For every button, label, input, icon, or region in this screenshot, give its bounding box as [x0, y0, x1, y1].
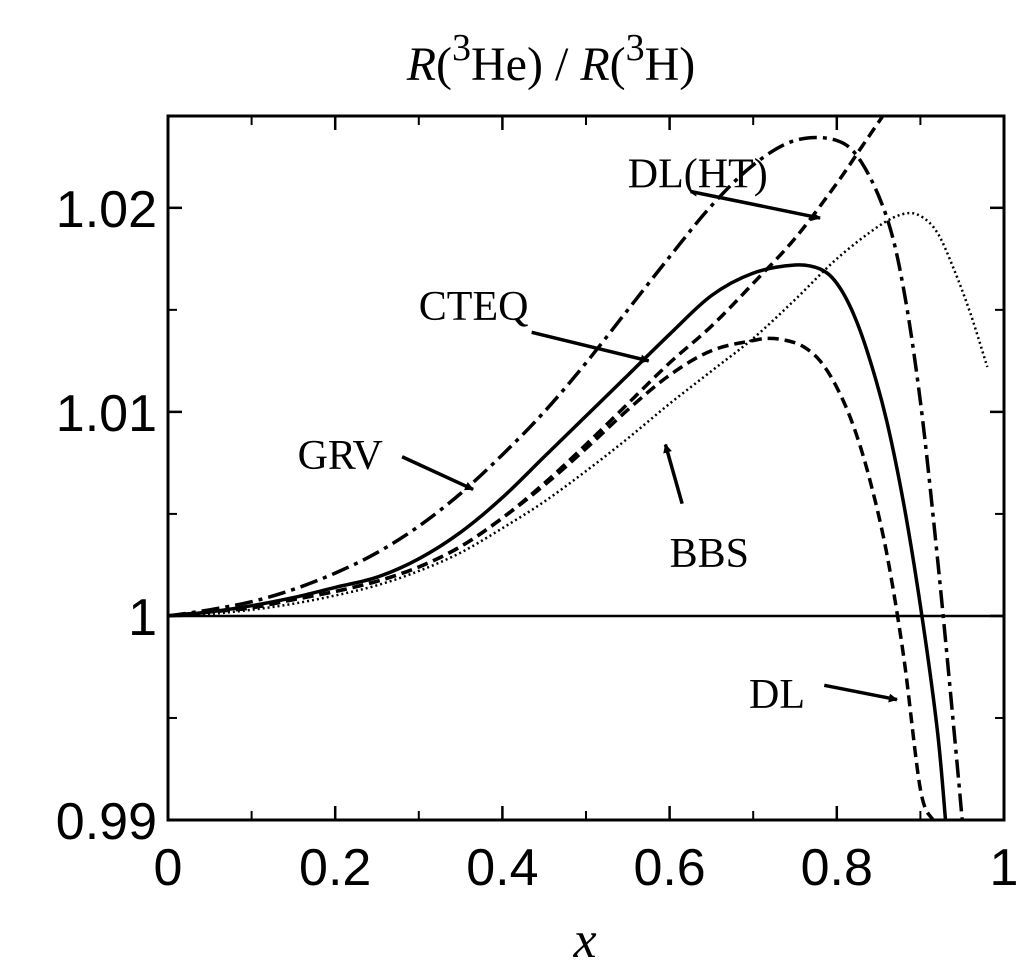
- annotation-cteq: CTEQ: [419, 284, 529, 330]
- title-den-paren-open: (: [610, 38, 626, 91]
- series-line-dl: [168, 336, 935, 820]
- series-layer: [168, 116, 989, 820]
- title-den-sup: 3: [626, 27, 645, 69]
- series-line-dl-ht: [168, 116, 885, 618]
- plot-frame: [166, 114, 1006, 822]
- series-line-bbs: [168, 211, 989, 618]
- title-den-paren-close: ): [679, 38, 695, 91]
- annotation-arrow-dl-ht: [690, 189, 821, 221]
- x-tick-label: 0.8: [801, 839, 873, 897]
- title-num-nucleus: He: [471, 38, 527, 91]
- title-num-paren-close: ): [527, 38, 543, 91]
- x-tick-label: 0.2: [299, 839, 371, 897]
- title-num-sup: 3: [452, 27, 471, 69]
- title-num-func: R: [406, 38, 436, 91]
- y-tick-label: 1.02: [56, 181, 157, 239]
- annotation-arrow-cteq: [531, 330, 650, 364]
- series-line-cteq: [168, 263, 948, 820]
- chart-title: R(3He) / R(3H): [406, 27, 696, 91]
- x-tick-label: 1: [990, 839, 1019, 897]
- title-divider: /: [543, 38, 580, 91]
- title-den-nucleus: H: [645, 38, 680, 91]
- axes-layer: 0 0.2 0.4 0.6 0.8 1 0.99 1 1.01 1.02: [56, 114, 1019, 897]
- y-tick-label: 0.99: [56, 793, 157, 851]
- title-den-func: R: [579, 38, 609, 91]
- y-tick-label: 1.01: [56, 385, 157, 443]
- annotation-grv: GRV: [298, 433, 383, 479]
- annotation-layer: DL(HT) CTEQ GRV BBS DL: [298, 151, 898, 718]
- x-tick-label: 0.4: [466, 839, 538, 897]
- x-tick-label: 0: [154, 839, 183, 897]
- title-num-paren-open: (: [436, 38, 452, 91]
- series-line-grv: [168, 135, 964, 820]
- x-axis-label: x: [572, 912, 596, 963]
- annotation-arrow-bbs: [663, 443, 684, 505]
- annotation-dl: DL: [749, 672, 805, 718]
- annotation-arrow-dl: [823, 683, 898, 703]
- annotation-bbs: BBS: [670, 531, 749, 577]
- y-tick-label: 1: [128, 589, 157, 647]
- annotation-arrow-grv: [401, 455, 474, 492]
- annotation-dl-ht: DL(HT): [628, 151, 768, 197]
- x-tick-label: 0.6: [633, 839, 705, 897]
